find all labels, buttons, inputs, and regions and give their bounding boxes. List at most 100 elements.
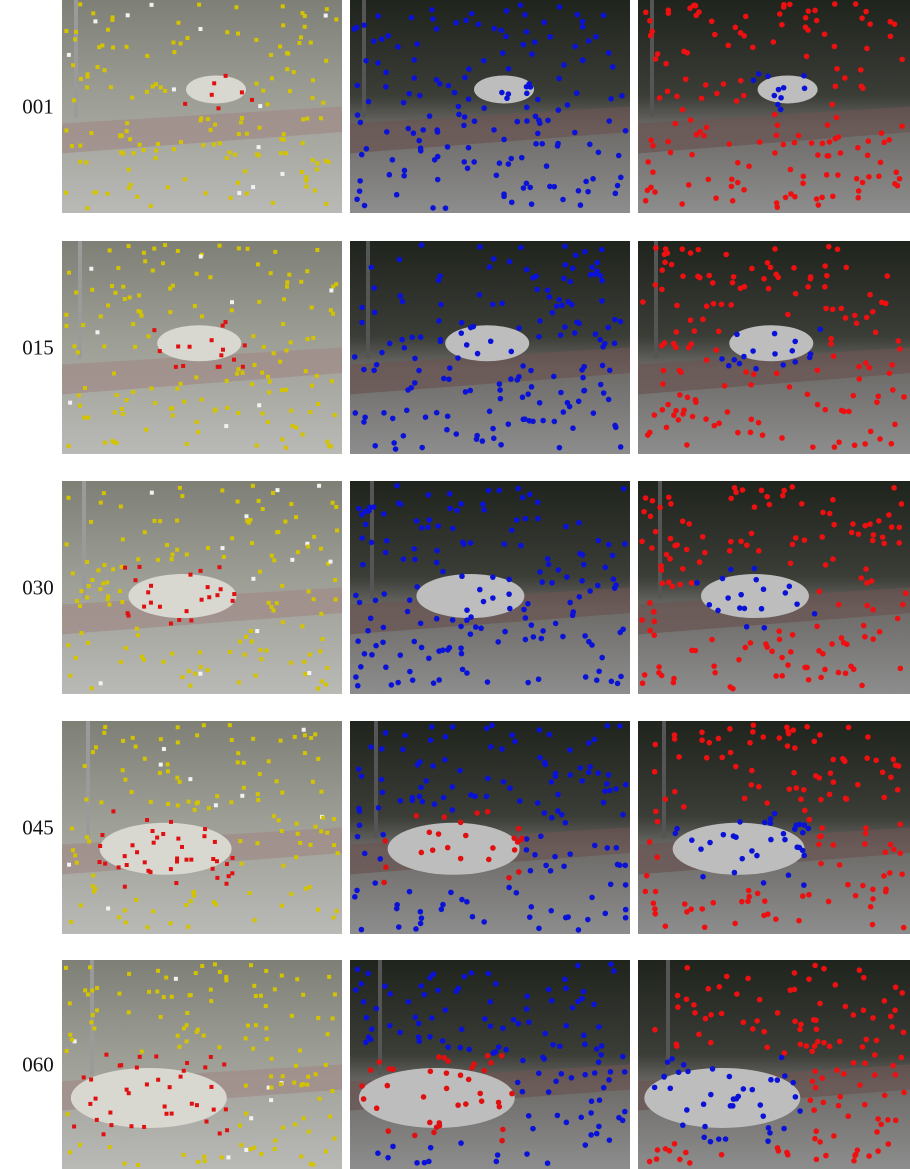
feature-point [202,1034,206,1038]
feature-point [146,590,150,594]
feature-point [821,966,827,972]
feature-point [126,13,130,17]
feature-point [201,143,205,147]
feature-point [182,1026,186,1030]
feature-point [400,299,406,305]
feature-point [179,140,183,144]
feature-point [742,645,748,651]
feature-point [176,249,180,253]
feature-point [771,39,777,45]
feature-point [587,764,593,770]
feature-point [530,275,536,281]
feature-point [249,1116,253,1120]
feature-point [866,174,872,180]
feature-point [401,433,407,439]
feature-point [776,87,782,93]
feature-point [264,969,268,973]
feature-point [397,293,403,299]
feature-point [792,970,798,976]
feature-point [813,1017,819,1023]
feature-point [728,496,734,502]
feature-point [355,83,361,89]
feature-point [113,410,117,414]
feature-point [539,579,545,585]
feature-point [312,535,316,539]
feature-point [477,292,483,298]
feature-point [899,57,905,63]
feature-point [708,1139,714,1145]
feature-point [412,356,418,362]
feature-point [611,968,617,974]
feature-point [72,1125,76,1129]
feature-point [593,331,599,337]
feature-point [733,489,739,495]
feature-point [851,1060,857,1066]
feature-point [255,152,259,156]
feature-point [892,422,898,428]
feature-point [64,966,68,970]
feature-point [850,521,856,527]
feature-point [761,276,767,282]
feature-point [594,260,600,266]
feature-point [450,526,456,532]
feature-point [742,796,748,802]
feature-point [832,444,838,450]
feature-point [325,440,329,444]
feature-point [531,634,537,640]
feature-point [445,845,451,851]
feature-point [109,1123,113,1127]
feature-point [738,30,744,36]
feature-point [289,892,293,896]
feature-point [831,522,837,528]
feature-point [493,981,499,987]
feature-point [154,156,158,160]
feature-point [170,1112,174,1116]
feature-point [166,802,170,806]
feature-point [497,381,503,387]
feature-point [225,156,229,160]
feature-point [727,726,733,732]
feature-point [325,7,329,11]
feature-point [102,731,106,735]
feature-point [675,993,681,999]
feature-point [222,1062,226,1066]
feature-point [243,169,247,173]
feature-point [712,670,718,676]
feature-point [555,1113,561,1119]
feature-point [368,1067,374,1073]
feature-point [546,1089,552,1095]
feature-point [220,1155,224,1159]
feature-point [305,185,309,189]
feature-point [78,144,82,148]
feature-point [680,246,686,252]
feature-point [450,617,456,623]
feature-point [218,970,222,974]
feature-point [125,398,129,402]
feature-point [423,778,429,784]
feature-point [377,1059,383,1065]
car [157,325,241,361]
feature-point [269,1098,273,1102]
frame [62,481,342,694]
feature-point [66,1112,70,1116]
feature-point [524,836,530,842]
feature-point [466,1047,472,1053]
feature-point [666,494,672,500]
feature-point [710,280,716,286]
feature-point [200,398,204,402]
feature-point [156,558,160,562]
feature-point [459,573,465,579]
feature-point [66,643,70,647]
feature-point [499,90,505,96]
feature-point [684,965,690,971]
feature-point [845,1113,851,1119]
feature-point [899,501,905,507]
frame [638,481,910,694]
feature-point [781,4,787,10]
feature-point [81,323,85,327]
feature-point [757,997,763,1003]
feature-point [499,301,505,307]
feature-point [821,1040,827,1046]
feature-point [466,96,472,102]
feature-point [709,18,715,24]
